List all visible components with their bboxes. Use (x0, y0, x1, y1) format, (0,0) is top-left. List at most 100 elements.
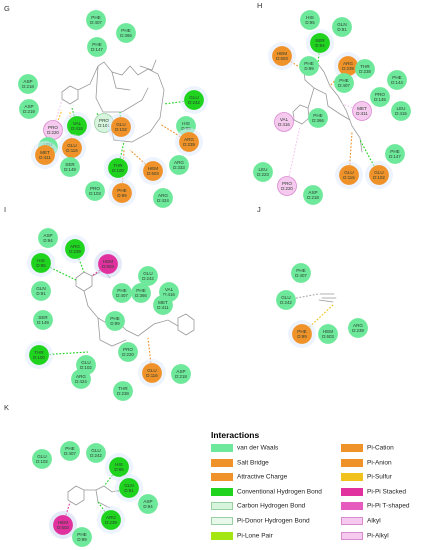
legend-swatch (211, 531, 233, 540)
residue-number: D:220 (281, 186, 293, 191)
legend-swatch (211, 502, 233, 511)
residue-disc (391, 101, 411, 121)
residue-number: D:242 (280, 300, 292, 305)
residue-name: PHE (339, 78, 348, 83)
residue-number: D:239 (183, 142, 195, 147)
residue-number: D:407 (295, 273, 307, 278)
residue-name: ASP (143, 499, 152, 504)
residue-disc (105, 311, 125, 331)
legend-swatch (211, 487, 233, 496)
residue-disc (101, 510, 121, 530)
residue-number: D:242 (142, 276, 154, 281)
legend-item-salt: Salt Bridge (211, 458, 269, 469)
residue-name: ARG (353, 323, 363, 328)
residue-name: MET (158, 300, 168, 305)
residue-disc (332, 17, 352, 37)
residue-disc (19, 99, 39, 119)
residue-number: D:407 (116, 293, 128, 298)
legend-label: Pi-Cation (367, 444, 394, 452)
legend-label: Pi-Lone Pair (237, 532, 273, 540)
ligand-ring (177, 313, 195, 336)
residue-disc (18, 74, 38, 94)
ligand-ring (61, 85, 79, 105)
residue-disc (87, 37, 107, 57)
residue-name: PRO (123, 347, 133, 352)
residue-number: D:91 (36, 291, 46, 296)
residue-number: D:220 (47, 130, 59, 135)
residue-disc (142, 363, 162, 383)
residue-disc (143, 161, 163, 181)
residue-disc (303, 185, 323, 205)
residue-number: D:416 (278, 122, 290, 127)
residue-number: D:94 (315, 43, 325, 48)
residue-name: ARG (76, 374, 86, 379)
residue-name: HEM (148, 166, 158, 171)
residue-number: D:147 (91, 47, 103, 52)
residue-name: PHE (296, 268, 305, 273)
interaction-line-salt (159, 123, 190, 143)
residue-number: D:218 (307, 195, 319, 200)
ligand-bond (97, 317, 127, 347)
residue-disc (85, 181, 105, 201)
residue-name: GLN (36, 286, 45, 291)
residue-name: GLU (116, 122, 125, 127)
residue-name: HIS (115, 462, 123, 467)
legend-swatch (211, 458, 233, 467)
residue-number: D:239 (105, 520, 117, 525)
ligand-bond (83, 485, 121, 493)
legend-item-pianion: Pi-Anion (341, 458, 392, 469)
residue-name: PHE (65, 446, 74, 451)
residue-name: PRO (48, 125, 58, 130)
residue-disc (138, 494, 158, 514)
residue-disc (111, 117, 131, 137)
residue-disc (355, 59, 375, 79)
ligand-bond (95, 489, 111, 509)
residue-disc (131, 283, 151, 303)
residue-number: D:238 (359, 69, 371, 74)
residue-number: D:239 (352, 328, 364, 333)
legend-item-pisulfur: Pi-Sulfur (341, 473, 392, 483)
residue-number: D:242 (90, 453, 102, 458)
legend-item-pitshaped: Pi-Pi T-shaped (341, 502, 410, 512)
residue-disc (169, 155, 189, 175)
residue-name: GLU (374, 170, 383, 175)
residue-disc (98, 254, 118, 274)
legend-swatch (341, 444, 363, 452)
residue-disc (299, 56, 319, 76)
residue-number: D:219 (23, 109, 35, 114)
residue-disc (339, 165, 359, 185)
residue-name: PHE (390, 149, 399, 154)
residue-number: D:149 (64, 167, 76, 172)
legend-item-pialkyl: Pi-Alkyl (341, 531, 389, 542)
legend-swatch (341, 473, 363, 482)
residue-disc (29, 345, 49, 365)
residue-number: D:411 (356, 111, 368, 116)
residue-name: THR (360, 64, 370, 69)
residue-disc (32, 449, 52, 469)
residue-number: D:603 (102, 264, 114, 269)
residue-disc (334, 73, 354, 93)
residue-name: PHE (110, 316, 119, 321)
residue-disc (71, 369, 91, 389)
